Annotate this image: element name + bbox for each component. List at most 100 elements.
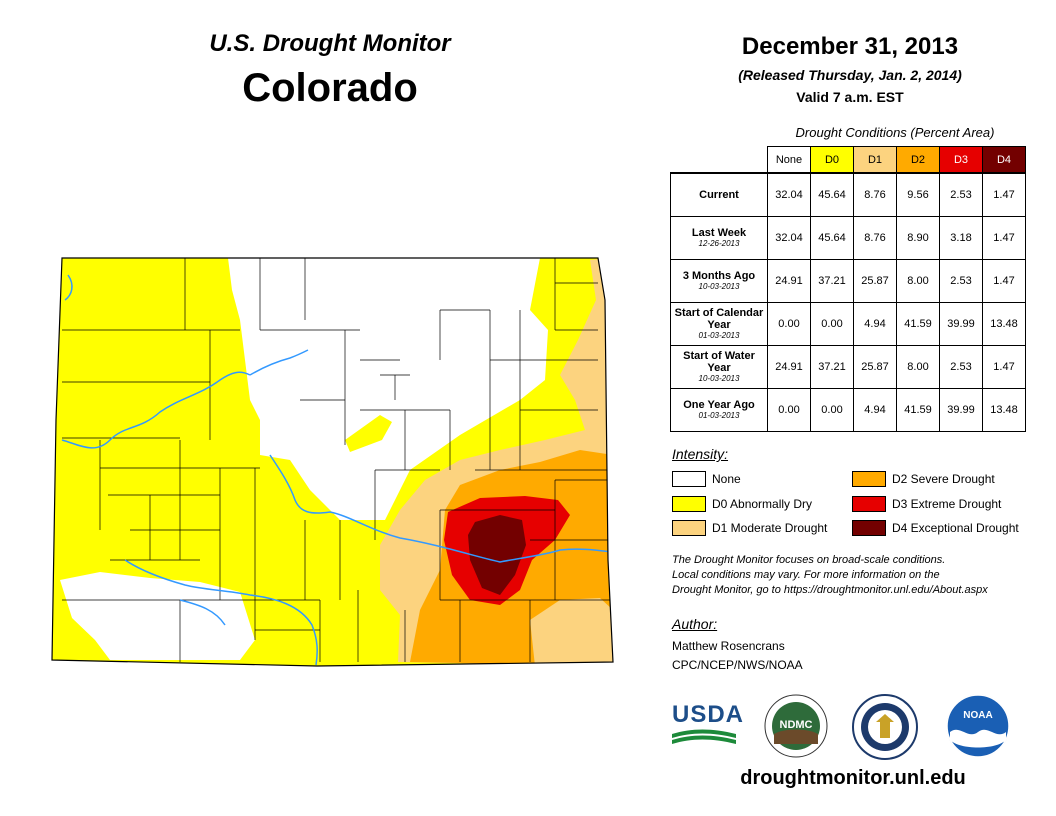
table-row: Start of Calendar Year 01-03-2013 0.00 0.… — [670, 302, 1026, 346]
county-boundaries — [62, 258, 612, 662]
table-row: One Year Ago 01-03-2013 0.00 0.00 4.94 41… — [670, 388, 1026, 432]
cell-d4: 1.47 — [982, 345, 1026, 389]
cell-none: 32.04 — [767, 172, 811, 217]
row-date: 01-03-2013 — [698, 331, 740, 340]
cell-none: 24.91 — [767, 259, 811, 303]
table-corner — [671, 147, 768, 174]
row-label: Last Week 12-26-2013 — [670, 216, 768, 260]
row-date: 12-26-2013 — [698, 239, 740, 248]
legend-label: D1 Moderate Drought — [712, 521, 828, 535]
cell-d2: 8.00 — [896, 345, 940, 389]
cell-d3: 39.99 — [939, 302, 983, 346]
row-label: Current — [670, 172, 768, 217]
none-area-southwest — [60, 572, 255, 660]
cell-d4: 1.47 — [982, 259, 1026, 303]
cell-d2: 8.00 — [896, 259, 940, 303]
cell-d1: 8.76 — [853, 216, 897, 260]
state-name: Colorado — [242, 66, 418, 110]
col-d3: D3 — [939, 146, 983, 174]
row-label-text: Start of Water Year — [683, 350, 755, 374]
cell-d2: 9.56 — [896, 172, 940, 217]
noaa-logo-text: NOAA — [963, 710, 992, 721]
col-d1: D1 — [853, 146, 897, 174]
row-date: 01-03-2013 — [698, 411, 740, 420]
table-caption: Drought Conditions (Percent Area) — [795, 125, 995, 140]
legend-swatch — [852, 471, 886, 487]
release-date: (Released Thursday, Jan. 2, 2014) — [738, 67, 962, 83]
table-row: Current 32.04 45.64 8.76 9.56 2.53 1.47 — [670, 172, 1026, 217]
legend-item-d3: D3 Extreme Drought — [852, 496, 1001, 512]
note-line: Local conditions may vary. For more info… — [672, 569, 940, 581]
state-border — [51, 257, 614, 667]
cell-d3: 39.99 — [939, 388, 983, 432]
cell-d0: 45.64 — [810, 216, 854, 260]
row-date: 10-03-2013 — [698, 282, 740, 291]
legend-label: D2 Severe Drought — [892, 472, 995, 486]
cell-d2: 41.59 — [896, 302, 940, 346]
cell-d3: 2.53 — [939, 345, 983, 389]
cell-d0: 45.64 — [810, 172, 854, 217]
row-label-text: Last Week — [691, 227, 747, 239]
legend-item-d0: D0 Abnormally Dry — [672, 496, 812, 512]
cell-d0: 0.00 — [810, 302, 854, 346]
row-label: Start of Calendar Year 01-03-2013 — [670, 302, 768, 346]
cell-d4: 13.48 — [982, 388, 1026, 432]
website-url[interactable]: droughtmonitor.unl.edu — [740, 767, 966, 789]
cell-d2: 41.59 — [896, 388, 940, 432]
cell-d1: 4.94 — [853, 302, 897, 346]
cell-d1: 4.94 — [853, 388, 897, 432]
d4-area — [468, 515, 526, 595]
legend-label: D3 Extreme Drought — [892, 497, 1002, 511]
cell-none: 0.00 — [767, 302, 811, 346]
ndmc-logo: NDMC — [764, 694, 828, 758]
row-label-text: Start of Calendar Year — [674, 307, 764, 331]
map-date: December 31, 2013 — [741, 33, 959, 60]
disclaimer-note: The Drought Monitor focuses on broad-sca… — [672, 553, 1042, 598]
legend-label: D0 Abnormally Dry — [712, 497, 813, 511]
legend-item-d1: D1 Moderate Drought — [672, 520, 827, 536]
commerce-seal-logo — [852, 694, 918, 760]
cell-d2: 8.90 — [896, 216, 940, 260]
row-label-text: 3 Months Ago — [682, 270, 756, 282]
table-row: Last Week 12-26-2013 32.04 45.64 8.76 8.9… — [670, 216, 1026, 260]
cell-none: 32.04 — [767, 216, 811, 260]
legend-swatch — [852, 520, 886, 536]
row-label-text: Current — [699, 189, 739, 201]
none-area-north-central — [228, 258, 548, 520]
valid-time: Valid 7 a.m. EST — [796, 89, 904, 105]
table-row: 3 Months Ago 10-03-2013 24.91 37.21 25.87… — [670, 259, 1026, 303]
d1-patch-southeast — [530, 598, 613, 666]
cell-d1: 25.87 — [853, 259, 897, 303]
legend-swatch — [672, 520, 706, 536]
cell-d0: 37.21 — [810, 345, 854, 389]
author-heading: Author: — [672, 616, 718, 632]
col-d4: D4 — [982, 146, 1026, 174]
cell-d0: 0.00 — [810, 388, 854, 432]
legend-item-none: None — [672, 471, 741, 487]
col-d2: D2 — [896, 146, 940, 174]
cell-d1: 25.87 — [853, 345, 897, 389]
usda-hills-icon — [672, 729, 736, 744]
author-org: CPC/NCEP/NWS/NOAA — [672, 658, 803, 672]
cell-none: 0.00 — [767, 388, 811, 432]
cell-none: 24.91 — [767, 345, 811, 389]
author-block: Matthew Rosencrans CPC/NCEP/NWS/NOAA — [672, 637, 803, 675]
col-none: None — [767, 146, 811, 174]
usda-logo: USDA — [672, 701, 745, 750]
cell-d3: 2.53 — [939, 172, 983, 217]
cell-d3: 2.53 — [939, 259, 983, 303]
map-title: U.S. Drought Monitor — [209, 30, 451, 57]
cell-d4: 1.47 — [982, 172, 1026, 217]
cell-d4: 1.47 — [982, 216, 1026, 260]
row-label: 3 Months Ago 10-03-2013 — [670, 259, 768, 303]
note-line: The Drought Monitor focuses on broad-sca… — [672, 554, 946, 566]
legend-swatch — [672, 496, 706, 512]
legend-item-d2: D2 Severe Drought — [852, 471, 995, 487]
d0-patch-central — [345, 415, 392, 452]
ndmc-logo-text: NDMC — [780, 719, 813, 731]
usda-logo-text: USDA — [672, 701, 745, 728]
cell-d1: 8.76 — [853, 172, 897, 217]
legend-swatch — [852, 496, 886, 512]
legend-label: None — [712, 472, 741, 486]
colorado-drought-map — [51, 257, 614, 667]
